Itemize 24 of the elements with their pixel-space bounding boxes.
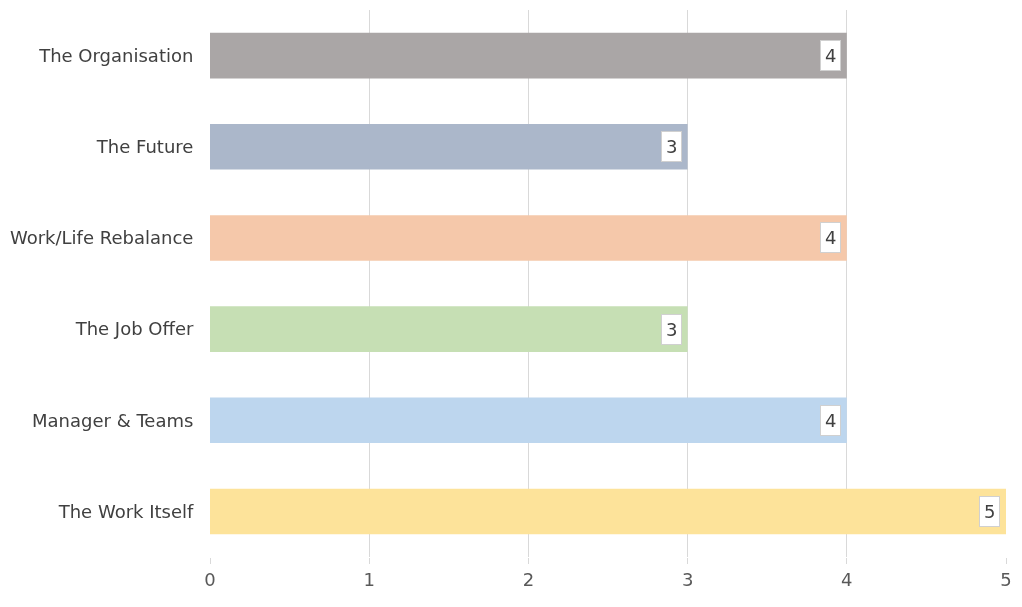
data-label: 4 <box>825 45 837 66</box>
bar <box>210 215 847 261</box>
y-tick-label: The Work Itself <box>57 500 195 522</box>
data-label: 3 <box>666 136 678 157</box>
x-tick-label: 2 <box>522 568 535 590</box>
x-tick-label: 3 <box>681 568 694 590</box>
data-label: 5 <box>984 501 996 522</box>
y-tick-label: The Organisation <box>38 44 194 66</box>
bar <box>210 32 847 79</box>
bar <box>210 488 1006 535</box>
bar <box>210 306 688 352</box>
x-tick-label: 5 <box>1000 568 1012 590</box>
bar <box>210 123 688 170</box>
data-label: 4 <box>825 410 837 431</box>
x-tick-label: 4 <box>841 568 853 590</box>
data-label: 3 <box>666 319 678 340</box>
y-tick-label: Work/Life Rebalance <box>9 227 194 249</box>
bar <box>210 397 847 444</box>
y-tick-label: Manager & Teams <box>32 409 194 431</box>
data-label: 4 <box>825 227 837 248</box>
x-tick-label: 1 <box>363 568 375 590</box>
y-tick-label: The Future <box>95 136 194 158</box>
y-tick-label: The Job Offer <box>74 318 194 340</box>
x-tick-label: 0 <box>204 568 216 590</box>
